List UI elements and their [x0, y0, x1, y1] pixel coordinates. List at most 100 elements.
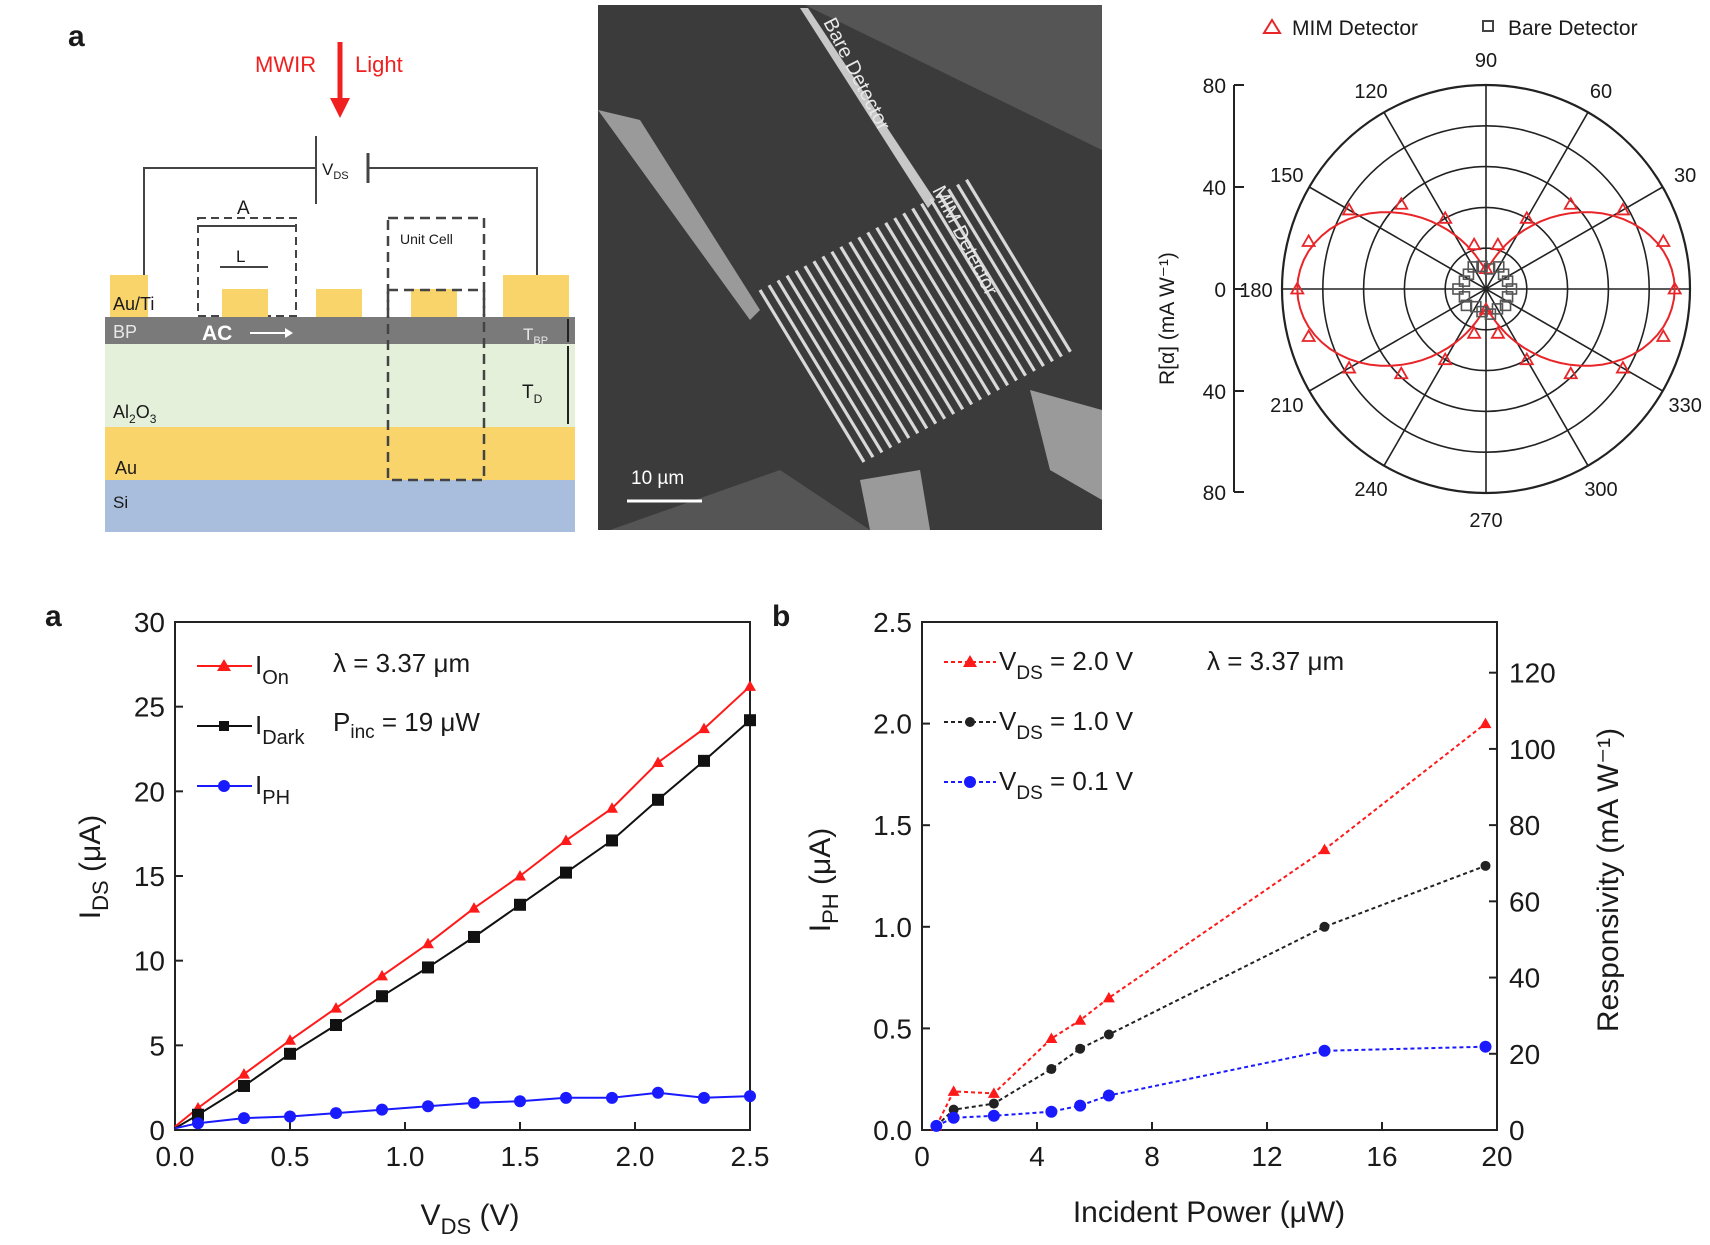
- mim-point: [1478, 260, 1494, 275]
- ph-point: [1102, 1089, 1115, 1102]
- mim-point: [1563, 365, 1579, 380]
- ph-point: [947, 1111, 960, 1124]
- grating-finger: [767, 284, 875, 459]
- legend-marker-bare: [1482, 20, 1494, 32]
- iv-point: [192, 1108, 204, 1121]
- polar-angle-labels: 0306090120150180210240300270330: [1239, 50, 1702, 532]
- bp-layer: [105, 317, 575, 344]
- legend-marker-mim: [1262, 18, 1282, 34]
- polar-chart: MIM Detector Bare Detector 0 30 60 90 120 150…: [1156, 17, 1702, 532]
- au-layer: [105, 427, 575, 480]
- polar-angle-label: 60: [1590, 81, 1612, 103]
- iv-ylabel: IDS (μA): [74, 815, 113, 920]
- polar-angle-label: 240: [1354, 479, 1387, 501]
- legend-label-ph: IPH: [255, 770, 290, 809]
- mim-point: [1341, 202, 1357, 216]
- mim-point: [1437, 210, 1453, 224]
- iv-point: [422, 1100, 434, 1113]
- x-tick-label: 2.0: [616, 1141, 655, 1172]
- y2-tick-label: 40: [1509, 963, 1540, 994]
- y2-tick-label: 120: [1509, 658, 1556, 689]
- ph-point: [1046, 1064, 1057, 1075]
- al2o3-layer: [105, 344, 575, 427]
- mim-point: [1519, 210, 1535, 224]
- iv-point: [514, 1095, 526, 1108]
- dimension-l-label: L: [236, 247, 245, 266]
- iv-point: [514, 898, 526, 911]
- mim-point: [1289, 281, 1305, 295]
- grating-finger: [902, 212, 1009, 387]
- grating-finger: [911, 207, 1018, 382]
- iv-annotation-power: Pinc = 19 μW: [333, 707, 480, 743]
- bare-point: [1501, 275, 1514, 287]
- period-box: [197, 217, 297, 317]
- sem-contact-right: [1030, 390, 1102, 500]
- y2-tick-label: 0: [1509, 1115, 1525, 1146]
- mim-fit-curve: [1296, 211, 1676, 367]
- legend-marker-1v: [965, 717, 975, 727]
- ph-point: [948, 1104, 959, 1115]
- contact-left: [110, 275, 148, 317]
- iv-point: [284, 1110, 296, 1123]
- iv-point: [422, 961, 434, 974]
- iv-series: [174, 680, 756, 1130]
- polar-radial-axis: 80 40 0 40 80 R[α] (mA W⁻¹): [1156, 75, 1244, 505]
- iv-series-line: [174, 1091, 751, 1130]
- ph-point: [947, 1085, 960, 1096]
- iv-axes: 0.0 0.5 1.0 1.5 2.0 2.5 0 5 10 15 20 25 30: [134, 607, 770, 1172]
- mim-point: [1393, 196, 1409, 210]
- ph-annotation-wavelength: λ = 3.37 μm: [1207, 646, 1344, 676]
- grating-finger: [884, 222, 992, 396]
- x-tick-label: 12: [1251, 1141, 1282, 1172]
- legend-label-mim: MIM Detector: [1292, 17, 1418, 40]
- radial-tick-label: 80: [1203, 482, 1226, 505]
- radial-tick-label: 40: [1203, 381, 1226, 404]
- ph-xlabel: Incident Power (μW): [1073, 1196, 1345, 1229]
- iv-point: [330, 1002, 342, 1013]
- bare-point: [1491, 303, 1504, 315]
- iv-point: [606, 802, 618, 813]
- ph-point: [1318, 1044, 1331, 1057]
- y-tick-label: 1.0: [873, 912, 912, 943]
- iv-point: [514, 870, 526, 881]
- iv-point: [652, 1086, 664, 1099]
- unit-cell-label: Unit Cell: [400, 231, 453, 247]
- polar-series: [1289, 196, 1683, 380]
- polar-angle-label: 210: [1270, 395, 1303, 417]
- iv-point: [376, 969, 388, 981]
- plot-frame: [174, 621, 751, 1131]
- bare-point: [1476, 260, 1488, 273]
- ac-label: AC: [202, 322, 232, 345]
- legend-marker-01v: [964, 776, 976, 788]
- iv-annotation-wavelength: λ = 3.37 μm: [333, 648, 470, 678]
- polar-grid-spoke: [1308, 186, 1664, 392]
- iv-point: [744, 714, 756, 727]
- y2-tick-label: 100: [1509, 734, 1556, 765]
- iv-point: [606, 1091, 618, 1104]
- mim-point: [1667, 281, 1683, 295]
- sem-micrograph: Bare Detector MIM Detector 10 µm: [598, 5, 1102, 530]
- bare-point: [1483, 263, 1496, 275]
- legend-label-bare: Bare Detector: [1508, 17, 1638, 40]
- x-tick-label: 8: [1144, 1141, 1160, 1172]
- ph-point: [1479, 1040, 1492, 1053]
- iv-point: [606, 834, 618, 847]
- legend-label-2v: VDS = 2.0 V: [999, 646, 1134, 684]
- finger-2: [316, 289, 362, 317]
- x-tick-label: 16: [1366, 1141, 1397, 1172]
- iv-point: [284, 1047, 296, 1060]
- grating-finger: [776, 279, 884, 454]
- ph-ylabel: IPH (μA): [804, 828, 843, 933]
- iv-series-line: [174, 719, 751, 1130]
- au-ti-label: Au/Ti: [113, 294, 154, 314]
- grating-finger: [920, 202, 1027, 377]
- polar-angle-label: 150: [1270, 165, 1303, 187]
- grating-finger: [857, 236, 965, 411]
- x-tick-label: 2.5: [731, 1141, 770, 1172]
- ph-point: [987, 1087, 1000, 1098]
- ac-arrow-head: [285, 328, 293, 338]
- iv-point: [376, 990, 388, 1003]
- iv-point: [560, 1091, 572, 1104]
- grating-finger: [929, 198, 1036, 372]
